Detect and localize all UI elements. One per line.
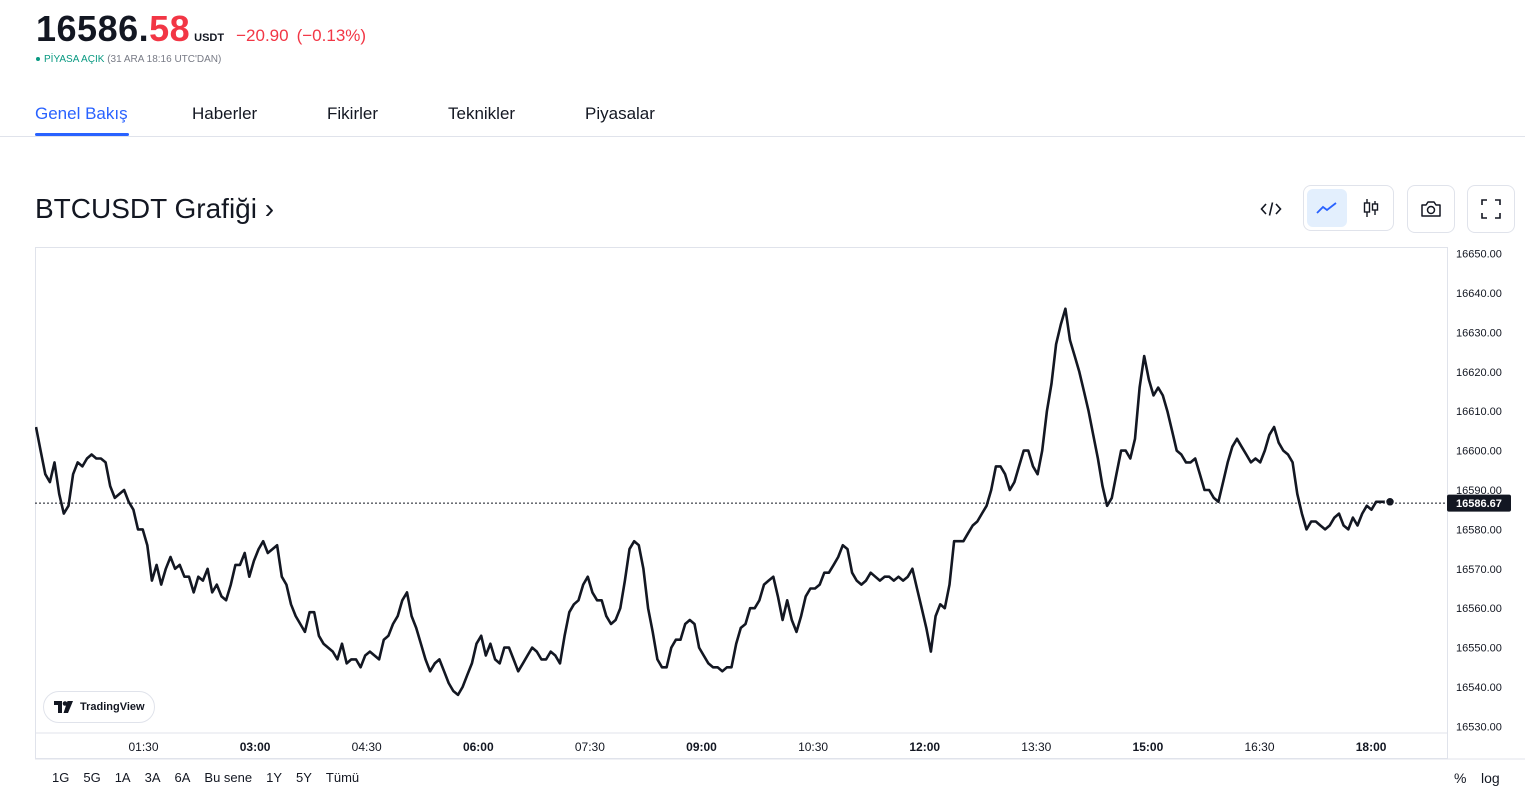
range-button[interactable]: 1G bbox=[52, 770, 70, 785]
range-button[interactable]: 3A bbox=[144, 770, 161, 785]
fullscreen-icon bbox=[1481, 199, 1501, 219]
price-tick-label: 16610.00 bbox=[1456, 406, 1502, 418]
range-button[interactable]: Bu sene bbox=[204, 770, 253, 785]
price-tick-label: 16650.00 bbox=[1456, 249, 1502, 261]
log-scale-button[interactable]: log bbox=[1481, 770, 1500, 786]
price-decimals: 58 bbox=[149, 8, 191, 49]
time-tick-label: 16:30 bbox=[1244, 740, 1274, 754]
price-series-line bbox=[34, 307, 1390, 697]
tab-technicals[interactable]: Teknikler bbox=[448, 104, 516, 123]
time-tick-label: 07:30 bbox=[575, 740, 605, 754]
tradingview-label: TradingView bbox=[80, 701, 145, 713]
camera-icon bbox=[1421, 201, 1441, 217]
time-tick-label: 06:00 bbox=[463, 740, 494, 754]
candles-icon bbox=[1363, 199, 1379, 217]
price-currency: USDT bbox=[194, 32, 225, 44]
price-tick-label: 16620.00 bbox=[1456, 367, 1502, 379]
chart-area[interactable]: 16650.00 16640.00 16630.00 16620.00 16610.00… bbox=[34, 247, 1525, 795]
market-status: PİYASA AÇIK (31 ARA 18:16 UTC'DAN) bbox=[36, 54, 221, 65]
line-style-button[interactable] bbox=[1307, 189, 1347, 227]
tradingview-logo-icon bbox=[54, 701, 73, 713]
time-axis[interactable]: 01:30 03:00 04:30 06:00 07:30 09:00 10:30 12:00… bbox=[128, 740, 1386, 754]
tab-ideas[interactable]: Fikirler bbox=[327, 104, 378, 123]
price-tick-label: 16630.00 bbox=[1456, 327, 1502, 339]
quote-header: 16586. 58 USDT −20.90 (−0.13%) bbox=[36, 8, 366, 58]
time-tick-label: 18:00 bbox=[1356, 740, 1387, 754]
time-tick-label: 15:00 bbox=[1133, 740, 1164, 754]
price-chart[interactable]: 16650.00 16640.00 16630.00 16620.00 16610.00… bbox=[34, 247, 1525, 795]
status-dot-icon bbox=[36, 57, 40, 62]
price-change: −20.90 bbox=[236, 26, 289, 45]
range-selector: 1G 5G 1A 3A 6A Bu sene 1Y 5Y Tümü bbox=[52, 770, 373, 785]
tab-markets[interactable]: Piyasalar bbox=[585, 104, 655, 123]
chart-title-link[interactable]: BTCUSDT Grafiği › bbox=[35, 193, 275, 224]
candles-style-button[interactable] bbox=[1351, 189, 1391, 227]
embed-code-icon bbox=[1260, 202, 1282, 216]
price-tick-label: 16640.00 bbox=[1456, 288, 1502, 300]
tab-news[interactable]: Haberler bbox=[192, 104, 258, 123]
tab-overview[interactable]: Genel Bakış bbox=[35, 104, 128, 123]
range-button[interactable]: Tümü bbox=[325, 770, 360, 785]
price-change-percent: (−0.13%) bbox=[296, 26, 367, 45]
price-tick-label: 16540.00 bbox=[1456, 682, 1502, 694]
line-chart-icon bbox=[1316, 202, 1337, 214]
time-tick-label: 13:30 bbox=[1021, 740, 1051, 754]
price-tick-label: 16580.00 bbox=[1456, 524, 1502, 536]
price-tick-label: 16530.00 bbox=[1456, 721, 1502, 733]
price-row: 16586. 58 USDT −20.90 (−0.13%) bbox=[36, 8, 366, 50]
fullscreen-button[interactable] bbox=[1467, 185, 1515, 233]
last-price-dot bbox=[1384, 496, 1396, 508]
chart-style-toggle bbox=[1303, 185, 1394, 231]
market-time: (31 ARA 18:16 UTC'DAN) bbox=[107, 54, 222, 65]
range-button[interactable]: 1A bbox=[114, 770, 131, 785]
time-tick-label: 04:30 bbox=[352, 740, 382, 754]
tradingview-badge[interactable]: TradingView bbox=[43, 691, 155, 723]
time-tick-label: 03:00 bbox=[240, 740, 271, 754]
tab-bar: Genel Bakış Haberler Fikirler Teknikler … bbox=[0, 96, 1525, 137]
percent-scale-button[interactable]: % bbox=[1454, 770, 1467, 786]
range-button[interactable]: 5G bbox=[83, 770, 101, 785]
range-button[interactable]: 1Y bbox=[266, 770, 283, 785]
embed-code-button[interactable] bbox=[1252, 190, 1290, 228]
price-tick-label: 16600.00 bbox=[1456, 446, 1502, 458]
time-tick-label: 10:30 bbox=[798, 740, 828, 754]
price-tick-label: 16590.00 bbox=[1456, 485, 1502, 497]
time-tick-label: 01:30 bbox=[128, 740, 158, 754]
active-tab-indicator bbox=[35, 133, 129, 136]
price-tick-label: 16550.00 bbox=[1456, 643, 1502, 655]
price-tick-label: 16560.00 bbox=[1456, 603, 1502, 615]
last-price-label: 16586.67 bbox=[1447, 494, 1511, 512]
market-open-label: PİYASA AÇIK bbox=[44, 54, 105, 65]
range-button[interactable]: 6A bbox=[174, 770, 191, 785]
last-price-value: 16586.67 bbox=[1456, 498, 1502, 510]
time-tick-label: 12:00 bbox=[909, 740, 940, 754]
price-axis[interactable]: 16650.00 16640.00 16630.00 16620.00 16610.00… bbox=[1456, 249, 1502, 734]
price-tick-label: 16570.00 bbox=[1456, 564, 1502, 576]
time-tick-label: 09:00 bbox=[686, 740, 717, 754]
snapshot-button[interactable] bbox=[1407, 185, 1455, 233]
price-integer: 16586. bbox=[36, 8, 150, 49]
range-button[interactable]: 5Y bbox=[296, 770, 312, 785]
